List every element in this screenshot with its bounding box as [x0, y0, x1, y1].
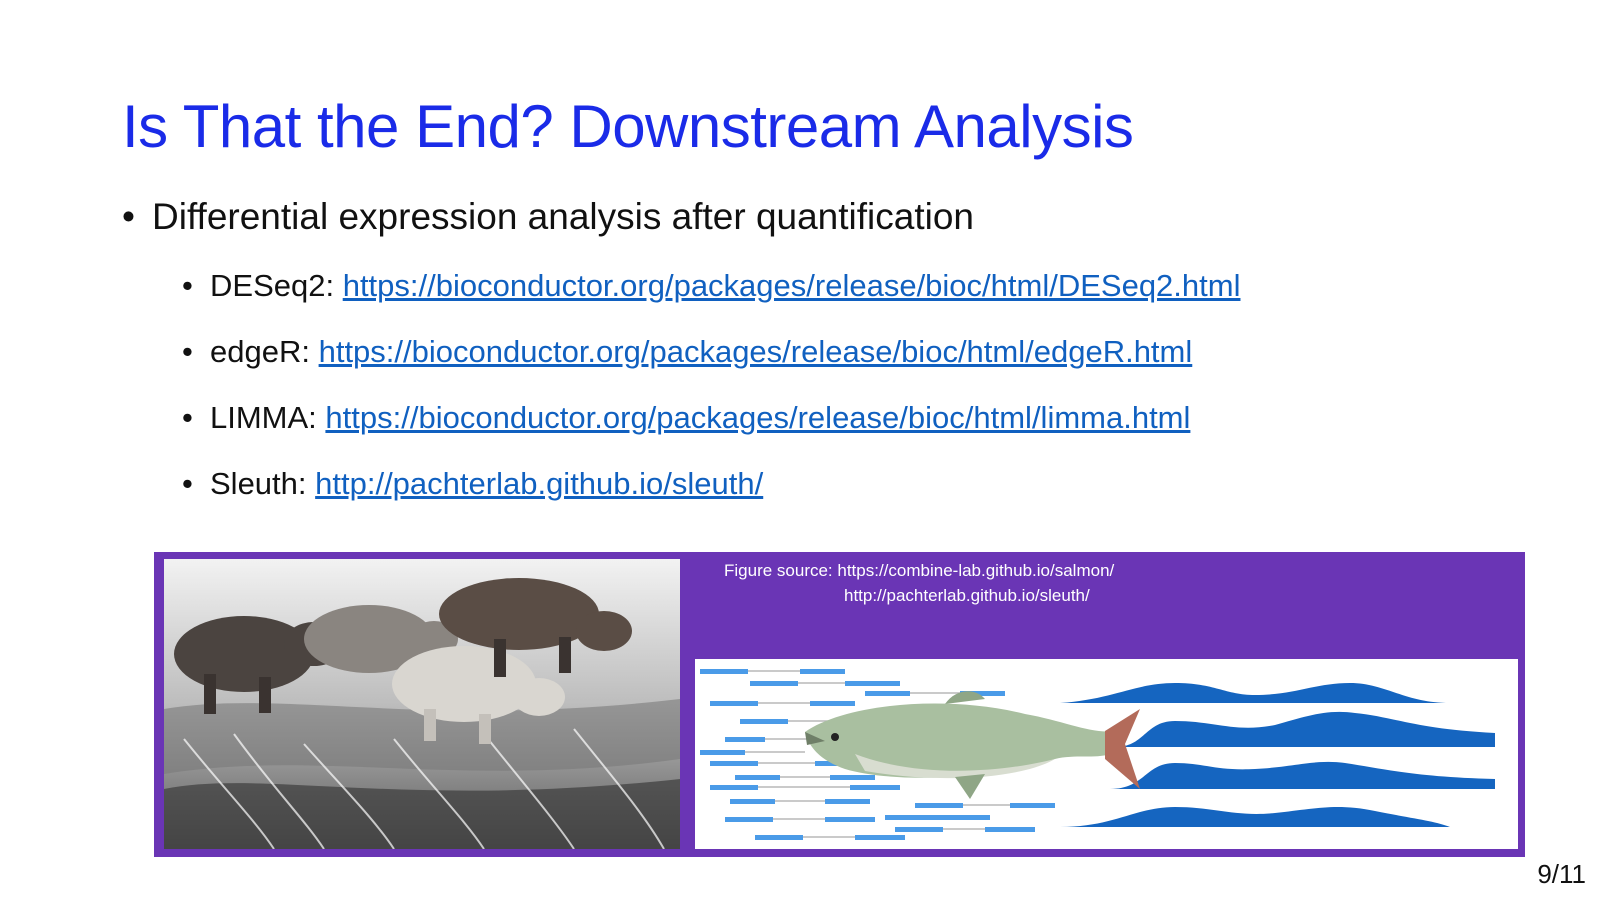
slide-title: Is That the End? Downstream Analysis: [122, 93, 1134, 160]
salmon-reads-illustration: [700, 669, 1495, 840]
figure-panel: Figure source: https://combine-lab.githu…: [154, 552, 1525, 857]
figure-source-line-2: http://pachterlab.github.io/sleuth/: [844, 586, 1090, 605]
tool-label: DESeq2:: [210, 268, 335, 303]
sub-bullet-list: • DESeq2: https://bioconductor.org/packag…: [182, 268, 1240, 532]
tool-label: LIMMA:: [210, 400, 317, 435]
main-bullet-text: Differential expression analysis after q…: [152, 196, 974, 237]
bullet-marker: •: [182, 334, 193, 369]
deseq2-link[interactable]: https://bioconductor.org/packages/releas…: [342, 268, 1241, 303]
limma-link[interactable]: https://bioconductor.org/packages/releas…: [325, 400, 1191, 435]
bears-at-waterfall-illustration: [164, 559, 680, 849]
bullet-marker: •: [182, 268, 193, 303]
tool-label: edgeR:: [210, 334, 310, 369]
bullet-marker: •: [122, 196, 135, 237]
tool-label: Sleuth:: [210, 466, 307, 501]
main-bullet: • Differential expression analysis after …: [122, 196, 974, 238]
bullet-marker: •: [182, 400, 193, 435]
figure-source-line-1: Figure source: https://combine-lab.githu…: [724, 561, 1115, 580]
sub-bullet-deseq2: • DESeq2: https://bioconductor.org/packag…: [182, 268, 1240, 334]
sub-bullet-sleuth: • Sleuth: http://pachterlab.github.io/sle…: [182, 466, 1240, 532]
sub-bullet-edger: • edgeR: https://bioconductor.org/package…: [182, 334, 1240, 400]
sleuth-link[interactable]: http://pachterlab.github.io/sleuth/: [315, 466, 764, 501]
page-number: 9/11: [1537, 859, 1586, 889]
sub-bullet-limma: • LIMMA: https://bioconductor.org/package…: [182, 400, 1240, 466]
bullet-marker: •: [182, 466, 193, 501]
salmon-fish-icon: [805, 691, 1140, 799]
salmon-quantification-figure: [695, 659, 1518, 849]
bears-photo: [164, 559, 680, 849]
edger-link[interactable]: https://bioconductor.org/packages/releas…: [318, 334, 1193, 369]
